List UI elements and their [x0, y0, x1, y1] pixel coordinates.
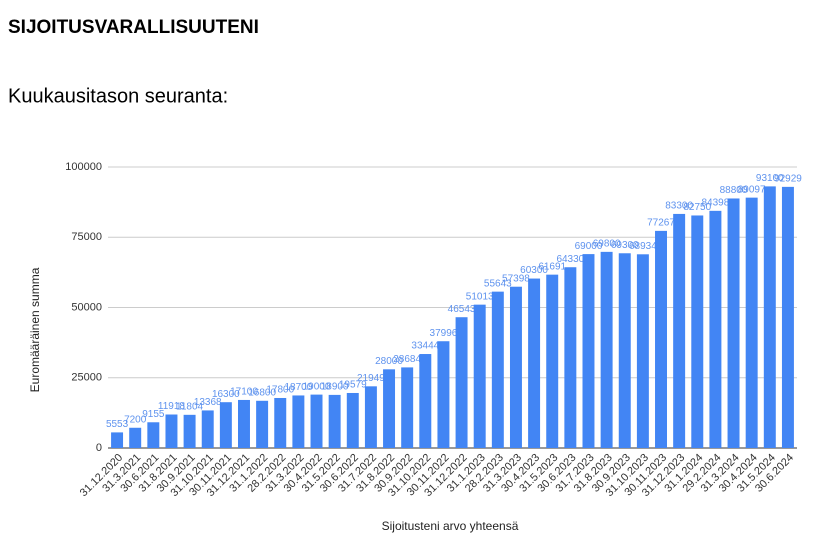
y-tick-label: 75000: [71, 231, 102, 243]
data-label: 69300: [611, 240, 639, 251]
bar: [147, 422, 160, 448]
data-label: 89097: [738, 184, 766, 195]
data-label: 21949: [357, 373, 385, 384]
bar: [709, 210, 722, 448]
bar: [111, 432, 124, 448]
data-label: 61691: [538, 261, 566, 272]
data-label: 55643: [484, 278, 512, 289]
data-label: 11918: [158, 401, 186, 412]
data-label: 84398: [702, 197, 730, 208]
data-label: 77267: [647, 218, 675, 229]
data-label: 82750: [683, 202, 711, 213]
data-label: 17100: [230, 387, 258, 398]
subheading: Kuukausitason seuranta:: [8, 85, 228, 107]
bar: [219, 402, 232, 448]
bar: [727, 198, 740, 448]
bar: [473, 304, 486, 448]
data-label: 37996: [430, 328, 458, 339]
data-label: 16800: [248, 387, 276, 398]
y-tick-label: 0: [96, 442, 102, 454]
bar: [546, 274, 559, 448]
bar: [419, 354, 432, 448]
bar: [310, 394, 323, 448]
data-label: 88800: [720, 185, 748, 196]
data-label: 64330: [556, 254, 584, 265]
bar: [528, 278, 541, 448]
bar: [600, 251, 613, 448]
bar: [201, 410, 214, 448]
data-label: 51013: [466, 291, 494, 302]
bar: [238, 399, 250, 448]
bar: [401, 367, 414, 448]
data-label: 83300: [665, 201, 693, 212]
bar: [763, 186, 776, 448]
data-label: 16300: [212, 389, 240, 400]
data-label: 46543: [448, 304, 476, 315]
data-label: 19579: [339, 380, 367, 391]
data-label: 92929: [774, 174, 802, 185]
bar: [183, 414, 196, 448]
bar: [564, 267, 577, 448]
data-label: 68934: [629, 241, 657, 252]
bar: [636, 254, 649, 448]
data-label: 19000: [303, 381, 331, 392]
bar: [165, 414, 178, 448]
bar: [491, 291, 504, 448]
data-label: 60300: [520, 265, 548, 276]
bar: [274, 397, 287, 448]
data-label: 69800: [593, 239, 621, 250]
bar: [673, 213, 686, 448]
bar: [745, 197, 758, 448]
bar: [655, 230, 667, 448]
bar: [691, 215, 704, 448]
bar: [618, 253, 631, 448]
data-label: 57398: [502, 273, 530, 284]
data-label: 33444: [411, 341, 439, 352]
bar: [292, 395, 305, 448]
bar: [256, 400, 269, 448]
heading: SIJOITUSVARALLISUUTENI: [8, 17, 259, 38]
data-label: 69000: [575, 241, 603, 252]
y-tick-label: 50000: [71, 301, 102, 313]
data-label: 18700: [284, 382, 312, 393]
bar: [455, 317, 468, 448]
bar: [781, 186, 794, 448]
bar: [437, 341, 450, 448]
data-label: 28000: [375, 356, 403, 367]
bar: [582, 254, 595, 448]
bar: [383, 369, 396, 448]
data-label: 7200: [124, 414, 147, 425]
bar: [129, 427, 142, 448]
x-axis-title: Sijoitusteni arvo yhteensä: [382, 519, 519, 533]
data-label: 28684: [393, 354, 421, 365]
data-label: 17800: [266, 385, 294, 396]
bar: [328, 394, 341, 448]
bar: [509, 286, 522, 448]
data-label: 13368: [194, 397, 222, 408]
data-label: 9155: [142, 409, 165, 420]
data-label: 93100: [756, 173, 784, 184]
bar: [364, 386, 377, 448]
data-label: 11804: [176, 401, 204, 412]
y-axis-title: Euromääräinen summa: [28, 267, 42, 392]
data-label: 5553: [106, 419, 129, 430]
data-label: 18900: [321, 382, 349, 393]
y-tick-label: 100000: [65, 161, 102, 173]
y-tick-label: 25000: [71, 372, 102, 384]
bar: [346, 392, 359, 448]
